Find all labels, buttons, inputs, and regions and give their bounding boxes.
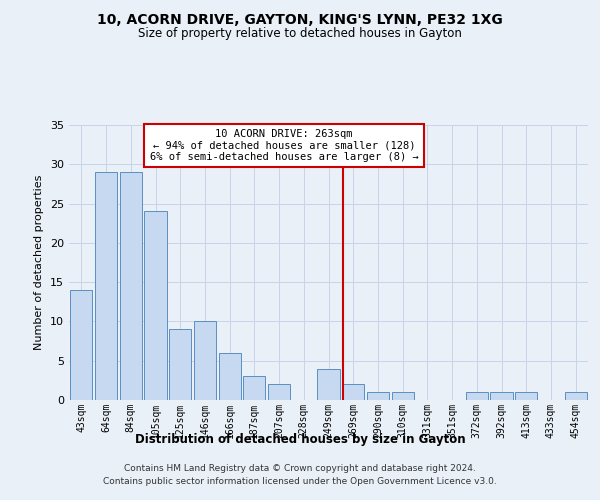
Bar [466,392,488,400]
Bar [565,392,587,400]
Bar [194,322,216,400]
Bar [119,172,142,400]
Bar [169,330,191,400]
Text: 10, ACORN DRIVE, GAYTON, KING'S LYNN, PE32 1XG: 10, ACORN DRIVE, GAYTON, KING'S LYNN, PE… [97,12,503,26]
Bar [367,392,389,400]
Bar [218,353,241,400]
Text: 10 ACORN DRIVE: 263sqm
← 94% of detached houses are smaller (128)
6% of semi-det: 10 ACORN DRIVE: 263sqm ← 94% of detached… [149,129,418,162]
Bar [490,392,512,400]
Text: Contains public sector information licensed under the Open Government Licence v3: Contains public sector information licen… [103,478,497,486]
Y-axis label: Number of detached properties: Number of detached properties [34,175,44,350]
Bar [392,392,414,400]
Bar [317,368,340,400]
Bar [145,212,167,400]
Text: Distribution of detached houses by size in Gayton: Distribution of detached houses by size … [134,432,466,446]
Bar [515,392,538,400]
Bar [70,290,92,400]
Bar [95,172,117,400]
Bar [342,384,364,400]
Text: Size of property relative to detached houses in Gayton: Size of property relative to detached ho… [138,28,462,40]
Text: Contains HM Land Registry data © Crown copyright and database right 2024.: Contains HM Land Registry data © Crown c… [124,464,476,473]
Bar [268,384,290,400]
Bar [243,376,265,400]
